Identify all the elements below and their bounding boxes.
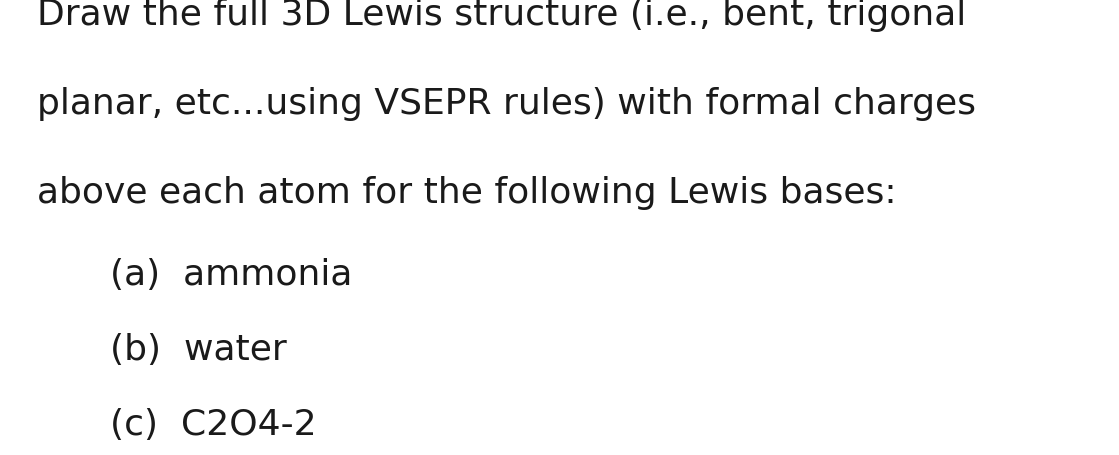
Text: (a)  ammonia: (a) ammonia: [110, 257, 352, 291]
Text: planar, etc...using VSEPR rules) with formal charges: planar, etc...using VSEPR rules) with fo…: [37, 86, 976, 121]
Text: above each atom for the following Lewis bases:: above each atom for the following Lewis …: [37, 175, 896, 209]
Text: Draw the full 3D Lewis structure (i.e., bent, trigonal: Draw the full 3D Lewis structure (i.e., …: [37, 0, 966, 32]
Text: (c)  C2O4-2: (c) C2O4-2: [110, 407, 317, 441]
Text: (b)  water: (b) water: [110, 332, 286, 366]
